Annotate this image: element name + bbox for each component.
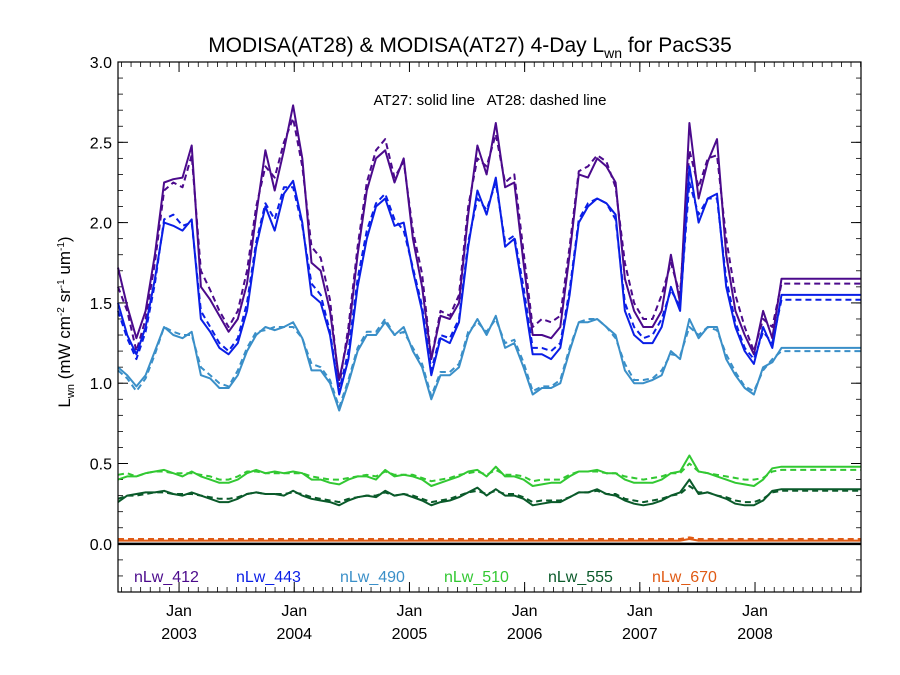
chart-title-subscript: wn [603,45,622,61]
nlw-412-dashed-line [117,117,861,388]
line-style-annotation: AT27: solid line AT28: dashed line [374,92,607,109]
nlw-555-dashed-line [117,485,861,504]
y-tick-label: 0.5 [90,457,112,474]
y-axis-label-exp1: -2 [56,307,67,316]
legend-entry-nlw-510: nLw_510 [444,569,509,586]
nlw-443-solid-line [117,165,861,396]
x-tick-year-label: 2004 [276,626,312,643]
y-axis-ticks: 0.0 0.5 1.0 1.5 2.0 2.5 3.0 [90,55,861,593]
y-axis-label-end: ) [55,236,74,242]
x-tick-year-label: 2007 [622,626,658,643]
x-tick-year-label: 2005 [392,626,428,643]
y-tick-label: 3.0 [90,55,112,72]
y-axis-label-exp3: -1 [56,242,67,251]
x-tick-month-label: Jan [397,603,423,620]
x-tick-month-label: Jan [627,603,653,620]
legend-entry-nlw-412: nLw_412 [134,569,199,586]
y-axis-label-main: L [55,398,74,407]
y-axis-label: Lwn (mW cm-2 sr-1 um-1) [55,236,77,407]
x-tick-year-label: 2008 [737,626,773,643]
legend-entry-nlw-490: nLw_490 [340,569,405,586]
x-tick-month-label: Jan [512,603,538,620]
y-axis-label-mid1: sr [55,288,74,307]
nlw-510-dashed-line [117,462,861,483]
x-tick-month-label: Jan [166,603,192,620]
y-axis-label-rest: (mW cm [55,316,74,384]
legend-entry-nlw-555: nLw_555 [548,569,613,586]
plot-frame [117,61,862,593]
chart-title-main: MODISA(AT28) & MODISA(AT27) 4-Day L [208,34,604,57]
nlw-443-dashed-line [117,181,861,393]
x-tick-month-label: Jan [281,603,307,620]
x-tick-month-label: Jan [742,603,768,620]
y-tick-label: 1.5 [90,296,112,313]
series-lines [117,104,861,542]
chart-title-tail: for PacS35 [622,34,732,57]
nlw-670-dashed-line [118,536,861,540]
nlw-670-solid-line [118,538,861,542]
y-tick-label: 2.0 [90,216,112,233]
y-tick-label: 0.0 [90,537,112,554]
legend-entry-nlw-443: nLw_443 [236,569,301,586]
nlw-490-dashed-line [117,318,861,409]
y-tick-label: 2.5 [90,135,112,152]
x-tick-year-label: 2003 [161,626,197,643]
y-axis-label-mid2: um [55,251,74,279]
y-axis-label-sub: wn [65,384,77,399]
nlw-510-solid-line [117,454,861,487]
x-axis-ticks: Jan 2003 Jan 2004 Jan 2005 Jan 2006 Jan 2007 Jan 20… [121,62,862,643]
legend-entry-nlw-670: nLw_670 [652,569,717,586]
chart-title: MODISA(AT28) & MODISA(AT27) 4-Day Lwn fo… [208,34,732,61]
x-tick-year-label: 2006 [507,626,543,643]
legend: nLw_412 nLw_443 nLw_490 nLw_510 nLw_555 nLw_6… [134,569,717,586]
y-tick-label: 1.0 [90,376,112,393]
y-axis-label-exp2: -1 [56,279,67,288]
